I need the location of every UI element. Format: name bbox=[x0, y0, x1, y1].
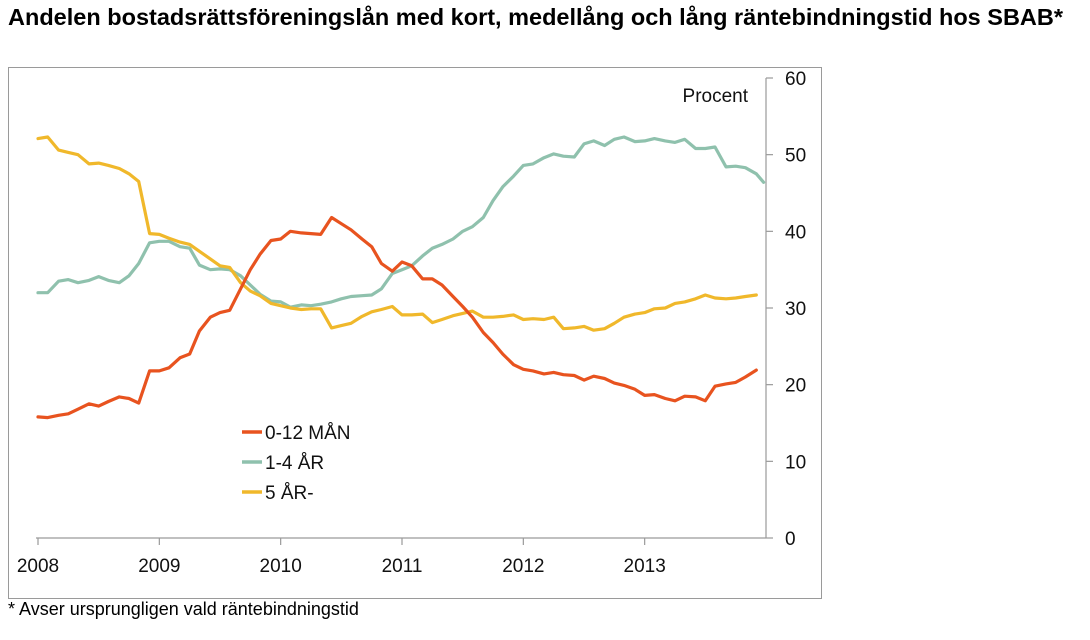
legend-label: 5 ÅR- bbox=[265, 483, 314, 504]
x-tick-label: 2010 bbox=[260, 556, 302, 577]
footnote: * Avser ursprungligen vald räntebindning… bbox=[8, 599, 359, 619]
series-line-1 bbox=[36, 135, 766, 309]
x-tick-label: 2011 bbox=[382, 556, 423, 577]
unit-label: Procent bbox=[683, 86, 749, 107]
y-tick-label: 20 bbox=[785, 376, 806, 397]
x-tick-label: 2008 bbox=[17, 556, 59, 577]
legend-label: 1-4 ÅR bbox=[265, 453, 324, 474]
y-tick-label: 10 bbox=[785, 452, 806, 473]
x-tick-label: 2013 bbox=[624, 556, 666, 577]
chart-frame bbox=[8, 67, 822, 599]
y-tick-label: 40 bbox=[785, 222, 806, 243]
y-tick-label: 50 bbox=[785, 146, 806, 167]
x-tick-label: 2012 bbox=[502, 556, 544, 577]
chart-title: Andelen bostadsrättsföreningslån med kor… bbox=[8, 4, 1064, 30]
y-tick-label: 30 bbox=[785, 299, 806, 320]
y-tick-label: 0 bbox=[785, 529, 796, 550]
series-line-0 bbox=[36, 215, 758, 420]
x-tick-label: 2009 bbox=[138, 556, 180, 577]
legend-label: 0-12 MÅN bbox=[265, 423, 351, 444]
series-line-2 bbox=[36, 135, 758, 332]
y-tick-label: 60 bbox=[785, 69, 806, 90]
